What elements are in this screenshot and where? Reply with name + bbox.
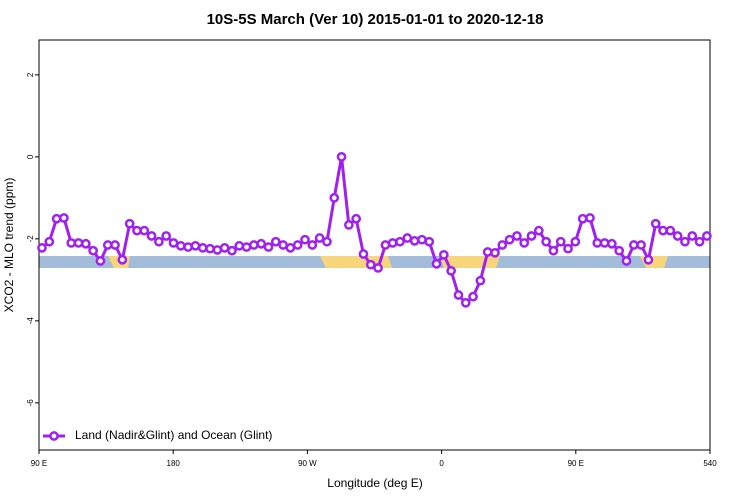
data-point [577,213,588,224]
data-point [680,236,690,247]
y-tick-label: -2 [26,235,35,243]
data-point [555,236,566,247]
data-point [482,247,493,257]
data-point [548,245,559,256]
data-point [146,231,157,241]
data-point [475,275,486,286]
data-point [650,218,661,229]
data-point [387,238,398,248]
x-tick-label: 90 E [31,459,47,468]
data-point [512,231,522,241]
data-point [300,234,310,245]
data-point [453,290,464,300]
data-point [124,218,135,229]
y-axis-title: XCO2 - MLO trend (ppm) [2,178,16,313]
data-point [694,236,705,247]
data-point [665,225,676,236]
data-point [395,236,405,247]
data-point [373,263,383,273]
y-tick-label: -6 [26,399,35,407]
data-point [431,259,442,269]
data-point [292,240,303,250]
data-point [197,243,208,253]
x-tick-label: 90 E [568,459,584,468]
data-point [110,240,120,250]
data-point [365,259,376,270]
data-point [234,240,245,251]
chart-title: 10S-5S March (Ver 10) 2015-01-01 to 2020… [207,11,544,28]
data-point [563,243,573,254]
data-point [570,236,581,247]
data-point [175,240,186,251]
data-point [322,236,332,247]
data-point [44,236,55,247]
data-point [270,236,281,247]
legend-marker [49,431,59,441]
data-point [351,213,362,224]
x-tick-label: 180 [167,459,181,468]
data-point [73,238,84,248]
y-tick-label: 0 [26,154,35,159]
data-point [256,238,267,249]
data-point [621,256,632,266]
data-point [526,231,537,241]
data-point [183,242,193,252]
data-point [585,213,595,223]
data-point [409,236,420,246]
data-point [37,243,47,253]
data-point [533,225,544,236]
data-point [672,231,683,241]
data-point [424,236,435,247]
data-point [687,231,698,241]
data-point [460,297,471,308]
data-point [307,240,318,250]
data-point [117,254,128,265]
data-point [702,231,712,241]
data-point [607,238,617,249]
data-point [636,240,646,250]
data-point [88,245,98,256]
x-tick-label: 540 [703,459,717,468]
x-tick-label: 90 W [298,459,317,468]
data-point [541,236,551,247]
data-point [504,234,515,245]
data-point [599,238,610,248]
y-tick-label: -4 [26,317,35,325]
data-point [205,243,215,254]
data-point [249,240,259,250]
data-point [497,240,508,250]
data-point [614,245,625,256]
data-point [490,247,500,258]
data-point [643,254,654,265]
data-point [139,225,150,236]
x-tick-label: 0 [439,459,444,468]
data-point [51,213,62,224]
data-point [161,231,172,241]
y-tick-label: 2 [26,72,35,77]
data-point [519,238,530,248]
data-point [314,233,325,243]
data-point [95,256,106,266]
data-point [80,238,91,249]
data-point [438,249,449,260]
data-point [59,213,69,223]
data-point [358,249,369,259]
data-point [329,193,340,203]
x-axis-title: Longitude (deg E) [327,476,422,490]
data-point [344,220,354,230]
legend-label: Land (Nadir&Glint) and Ocean (Glint) [75,428,272,442]
data-point [263,242,274,252]
data-point [468,291,478,302]
data-point [336,152,347,162]
data-point [154,236,164,247]
data-point [227,245,237,256]
data-point [446,265,456,276]
